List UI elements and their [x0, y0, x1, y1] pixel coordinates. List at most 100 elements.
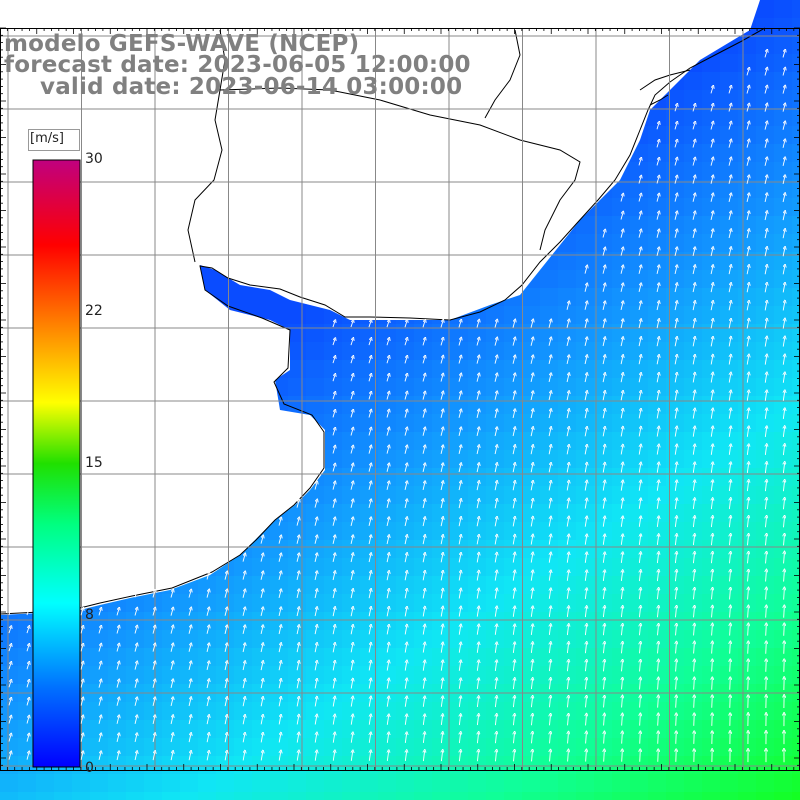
field-cell [540, 666, 559, 685]
field-cell [252, 540, 271, 559]
field-cell [792, 378, 800, 397]
field-cell [396, 540, 415, 559]
field-cell [486, 774, 505, 793]
wind-arrow [694, 678, 695, 690]
field-cell [360, 612, 379, 631]
field-cell [702, 522, 721, 541]
field-cell [522, 648, 541, 667]
field-cell [522, 522, 541, 541]
field-cell [594, 630, 613, 649]
field-cell [612, 342, 631, 361]
field-cell [648, 576, 667, 595]
field-cell [540, 612, 559, 631]
field-cell [558, 306, 577, 325]
field-cell [648, 324, 667, 343]
field-cell [792, 540, 800, 559]
field-cell [630, 216, 649, 235]
wind-arrow [766, 624, 767, 636]
field-cell [630, 792, 649, 800]
field-cell [522, 504, 541, 523]
field-cell [486, 504, 505, 523]
field-cell [720, 792, 739, 800]
field-cell [198, 594, 217, 613]
wind-arrow [748, 660, 749, 672]
field-cell [648, 486, 667, 505]
field-cell [540, 558, 559, 577]
field-cell [432, 504, 451, 523]
field-cell [612, 576, 631, 595]
field-cell [684, 594, 703, 613]
field-cell [108, 666, 127, 685]
field-cell [90, 792, 109, 800]
field-cell [468, 630, 487, 649]
field-cell [612, 270, 631, 289]
field-cell [630, 576, 649, 595]
field-cell [414, 360, 433, 379]
wind-arrow [730, 660, 731, 672]
field-cell [252, 612, 271, 631]
field-cell [720, 774, 739, 793]
field-cell [612, 666, 631, 685]
field-cell [666, 774, 685, 793]
field-cell [396, 648, 415, 667]
field-cell [450, 468, 469, 487]
field-cell [522, 306, 541, 325]
field-cell [108, 702, 127, 721]
field-cell [792, 324, 800, 343]
field-cell [216, 702, 235, 721]
field-cell [522, 324, 541, 343]
field-cell [612, 378, 631, 397]
field-cell [666, 504, 685, 523]
field-cell [792, 306, 800, 325]
field-cell [540, 450, 559, 469]
field-cell [486, 594, 505, 613]
wind-arrow [640, 750, 641, 762]
field-cell [630, 270, 649, 289]
field-cell [666, 288, 685, 307]
field-cell [324, 792, 343, 800]
field-cell [270, 774, 289, 793]
field-cell [306, 486, 325, 505]
field-cell [720, 558, 739, 577]
field-cell [504, 630, 523, 649]
field-cell [450, 702, 469, 721]
field-cell [792, 198, 800, 217]
field-cell [504, 468, 523, 487]
field-cell [540, 270, 559, 289]
field-cell [288, 792, 307, 800]
field-cell [648, 594, 667, 613]
field-cell [594, 432, 613, 451]
field-cell [198, 666, 217, 685]
field-cell [522, 342, 541, 361]
field-cell [144, 648, 163, 667]
field-cell [378, 774, 397, 793]
field-cell [792, 432, 800, 451]
field-cell [324, 324, 343, 343]
field-cell [648, 558, 667, 577]
field-cell [0, 702, 19, 721]
field-cell [450, 648, 469, 667]
field-cell [558, 522, 577, 541]
field-cell [162, 630, 181, 649]
wind-arrow [676, 696, 677, 708]
field-cell [360, 666, 379, 685]
field-cell [486, 648, 505, 667]
field-cell [450, 594, 469, 613]
field-cell [144, 630, 163, 649]
field-cell [342, 558, 361, 577]
field-cell [486, 342, 505, 361]
field-cell [558, 774, 577, 793]
field-cell [648, 612, 667, 631]
field-cell [720, 468, 739, 487]
field-cell [720, 144, 739, 163]
field-cell [792, 612, 800, 631]
field-cell [450, 504, 469, 523]
field-cell [468, 468, 487, 487]
field-cell [612, 360, 631, 379]
field-cell [486, 666, 505, 685]
field-cell [18, 702, 37, 721]
field-cell [558, 792, 577, 800]
field-cell [378, 324, 397, 343]
field-cell [162, 648, 181, 667]
field-cell [576, 468, 595, 487]
